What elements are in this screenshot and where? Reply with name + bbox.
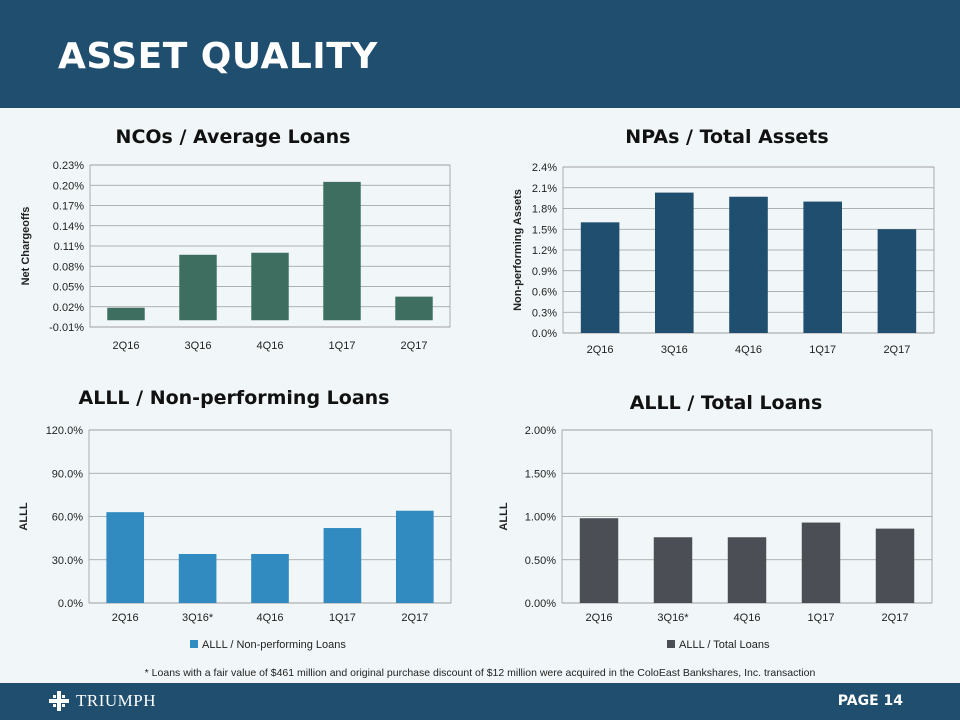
alll-npl-chart: 0.0% 30.0% 60.0% 90.0% 120.0% 2Q16 3Q16* 4Q16 1Q… bbox=[18, 425, 452, 651]
chart-title-npas: NPAs / Total Assets bbox=[625, 126, 829, 148]
y-tick-label: 2.4% bbox=[532, 162, 557, 174]
plot-frame bbox=[89, 164, 451, 328]
x-tick-label: 1Q17 bbox=[808, 612, 835, 624]
y-tick-label: 2.1% bbox=[532, 183, 557, 195]
legend-label: ALLL / Non-performing Loans bbox=[202, 639, 346, 651]
bar bbox=[178, 553, 217, 603]
y-tick-label: 0.6% bbox=[532, 287, 557, 299]
y-tick-label: 60.0% bbox=[52, 512, 83, 524]
x-tick-label: 4Q16 bbox=[257, 340, 284, 352]
x-tick-label: 3Q16* bbox=[182, 612, 214, 624]
bar bbox=[803, 201, 842, 333]
x-tick-label: 3Q16* bbox=[657, 612, 689, 624]
ncos-chart: -0.01% 0.02% 0.05% 0.08% 0.11% 0.14% 0.17% 0.20… bbox=[20, 160, 451, 352]
x-tick-label: 2Q16 bbox=[113, 340, 140, 352]
bar bbox=[179, 254, 217, 321]
y-axis-label: Net Chargeoffs bbox=[20, 207, 32, 286]
x-tick-label: 1Q17 bbox=[329, 340, 356, 352]
y-tick-label: 0.50% bbox=[525, 555, 556, 567]
y-tick-label: 2.00% bbox=[525, 425, 556, 437]
y-tick-label: -0.01% bbox=[49, 322, 84, 334]
x-tick-label: 2Q17 bbox=[401, 340, 428, 352]
y-tick-label: 0.3% bbox=[532, 307, 557, 319]
bar bbox=[106, 512, 145, 603]
chart-title-alll-loans: ALLL / Total Loans bbox=[629, 392, 823, 414]
legend-swatch bbox=[667, 640, 675, 648]
bar bbox=[323, 181, 361, 321]
y-tick-label: 0.20% bbox=[53, 180, 84, 192]
x-tick-label: 2Q16 bbox=[112, 612, 139, 624]
triumph-logo: TRIUMPH bbox=[48, 689, 156, 713]
npas-chart: 0.0% 0.3% 0.6% 0.9% 1.2% 1.5% 1.8% 2.1% 2.4% 2Q16… bbox=[512, 162, 935, 356]
y-tick-label: 0.00% bbox=[525, 598, 556, 610]
bar bbox=[875, 528, 915, 603]
x-tick-label: 1Q17 bbox=[809, 344, 836, 356]
y-tick-label: 0.0% bbox=[58, 598, 83, 610]
legend-swatch bbox=[190, 640, 198, 648]
bar bbox=[395, 296, 433, 321]
y-axis-label: ALLL bbox=[498, 502, 510, 530]
chart-title-ncos: NCOs / Average Loans bbox=[115, 126, 351, 148]
triumph-cross-icon bbox=[49, 691, 69, 711]
bar bbox=[653, 537, 693, 603]
x-tick-label: 3Q16 bbox=[185, 340, 212, 352]
x-tick-label: 1Q17 bbox=[329, 612, 356, 624]
x-tick-label: 4Q16 bbox=[735, 344, 762, 356]
y-axis-label: ALLL bbox=[18, 502, 30, 530]
y-tick-label: 0.02% bbox=[53, 302, 84, 314]
bar bbox=[579, 518, 619, 603]
y-tick-label: 0.14% bbox=[53, 221, 84, 233]
y-tick-label: 30.0% bbox=[52, 555, 83, 567]
x-tick-label: 2Q17 bbox=[883, 344, 910, 356]
bar bbox=[251, 252, 289, 321]
x-tick-label: 4Q16 bbox=[257, 612, 284, 624]
footnote: * Loans with a fair value of $461 millio… bbox=[144, 667, 816, 679]
bar bbox=[323, 528, 362, 603]
bar bbox=[107, 307, 145, 321]
y-tick-label: 0.11% bbox=[54, 241, 85, 253]
y-tick-label: 90.0% bbox=[52, 468, 83, 480]
y-tick-label: 0.0% bbox=[532, 328, 557, 340]
y-tick-label: 1.8% bbox=[532, 204, 557, 216]
y-tick-label: 1.2% bbox=[532, 245, 557, 257]
y-tick-label: 0.9% bbox=[532, 266, 557, 278]
y-tick-label: 1.50% bbox=[525, 468, 556, 480]
bar bbox=[727, 537, 767, 603]
bar bbox=[801, 522, 841, 603]
x-tick-label: 3Q16 bbox=[661, 344, 688, 356]
footer-bar: TRIUMPH PAGE 14 bbox=[0, 683, 960, 720]
page-title: ASSET QUALITY bbox=[58, 36, 378, 77]
header-bar: ASSET QUALITY bbox=[0, 0, 960, 108]
y-axis-label: Non-performing Assets bbox=[512, 189, 524, 311]
alll-loans-chart: 0.00% 0.50% 1.00% 1.50% 2.00% 2Q16 3Q16* 4Q16 1Q… bbox=[498, 425, 933, 651]
x-tick-label: 2Q16 bbox=[587, 344, 614, 356]
y-tick-label: 0.23% bbox=[53, 160, 84, 172]
y-tick-label: 1.5% bbox=[532, 224, 557, 236]
x-tick-label: 4Q16 bbox=[734, 612, 761, 624]
legend-label: ALLL / Total Loans bbox=[679, 639, 770, 651]
page-number: PAGE 14 bbox=[837, 693, 903, 709]
bar bbox=[251, 553, 289, 603]
y-tick-label: 0.05% bbox=[53, 282, 84, 294]
y-tick-label: 0.08% bbox=[53, 261, 84, 273]
bar bbox=[729, 196, 768, 333]
bar bbox=[655, 192, 694, 333]
x-tick-label: 2Q16 bbox=[586, 612, 613, 624]
bar bbox=[580, 222, 620, 333]
y-tick-label: 120.0% bbox=[46, 425, 84, 437]
y-tick-label: 0.17% bbox=[53, 201, 84, 213]
y-tick-label: 1.00% bbox=[525, 512, 556, 524]
bar bbox=[877, 229, 917, 333]
logo-text: TRIUMPH bbox=[76, 691, 157, 710]
x-tick-label: 2Q17 bbox=[882, 612, 909, 624]
chart-title-alll-npl: ALLL / Non-performing Loans bbox=[78, 387, 390, 409]
bar bbox=[395, 510, 434, 603]
x-tick-label: 2Q17 bbox=[401, 612, 428, 624]
